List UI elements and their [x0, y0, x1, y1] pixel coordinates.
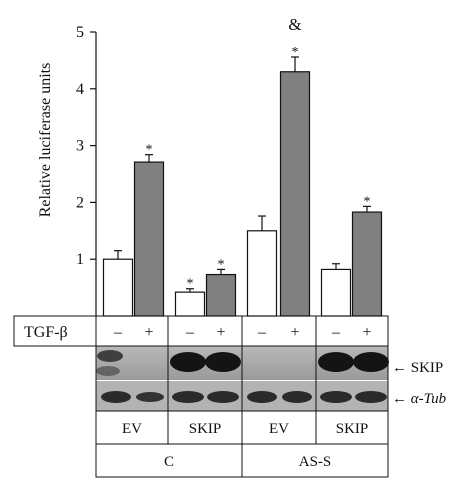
cell-label: C — [164, 454, 174, 470]
significance-ampersand: & — [288, 15, 301, 34]
y-tick-label: 5 — [76, 24, 84, 41]
bars: * * * * & * — [102, 15, 383, 317]
band — [247, 391, 277, 403]
significance-asterisk: * — [187, 277, 194, 292]
band — [170, 352, 206, 372]
blot-label-skip: ← SKIP — [392, 360, 443, 376]
band — [355, 391, 387, 403]
skip-bands — [96, 350, 389, 376]
bar — [279, 71, 311, 317]
band — [205, 352, 241, 372]
band — [101, 391, 131, 403]
construct-label: SKIP — [336, 421, 369, 437]
cell-row: C AS-S — [95, 443, 389, 478]
treatment-sign: – — [113, 324, 123, 341]
western-blot — [95, 345, 389, 412]
bar — [102, 258, 134, 317]
tubulin-bands — [101, 391, 387, 403]
bar — [133, 161, 165, 317]
band — [136, 392, 164, 402]
band — [96, 366, 120, 376]
band — [353, 352, 389, 372]
blot-label-tubulin: ← α-Tub — [392, 391, 447, 407]
band — [172, 391, 204, 403]
y-axis-label: Relative luciferase units — [37, 63, 54, 218]
bar — [174, 291, 206, 317]
treatment-sign: + — [216, 324, 225, 341]
construct-label: EV — [122, 421, 142, 437]
y-tick-label: 3 — [76, 138, 84, 155]
band — [282, 391, 312, 403]
treatment-sign: + — [362, 324, 371, 341]
y-tick-label: 4 — [76, 81, 84, 98]
band — [320, 391, 352, 403]
significance-asterisk: * — [292, 45, 299, 60]
treatment-sign: – — [331, 324, 341, 341]
y-tick-label: 2 — [76, 194, 84, 211]
construct-label: SKIP — [189, 421, 222, 437]
treatment-sign: – — [257, 324, 267, 341]
bar — [320, 268, 352, 317]
treatment-label: TGF-β — [24, 324, 68, 341]
treatment-sign: – — [185, 324, 195, 341]
bar — [205, 273, 237, 317]
bar — [351, 211, 383, 317]
y-tick-label: 1 — [76, 251, 84, 268]
band — [207, 391, 239, 403]
construct-label: EV — [269, 421, 289, 437]
cell-label: AS-S — [299, 454, 332, 470]
treatment-sign: + — [144, 324, 153, 341]
significance-asterisk: * — [146, 143, 153, 158]
treatment-signs: – + – + – + – + — [95, 316, 372, 346]
band — [97, 350, 123, 362]
treatment-sign: + — [290, 324, 299, 341]
y-ticks: 1 2 3 4 5 — [76, 24, 96, 268]
significance-asterisk: * — [218, 257, 225, 272]
construct-row: EV SKIP EV SKIP — [95, 410, 389, 445]
bar — [246, 230, 278, 317]
band — [318, 352, 354, 372]
significance-asterisk: * — [364, 194, 371, 209]
